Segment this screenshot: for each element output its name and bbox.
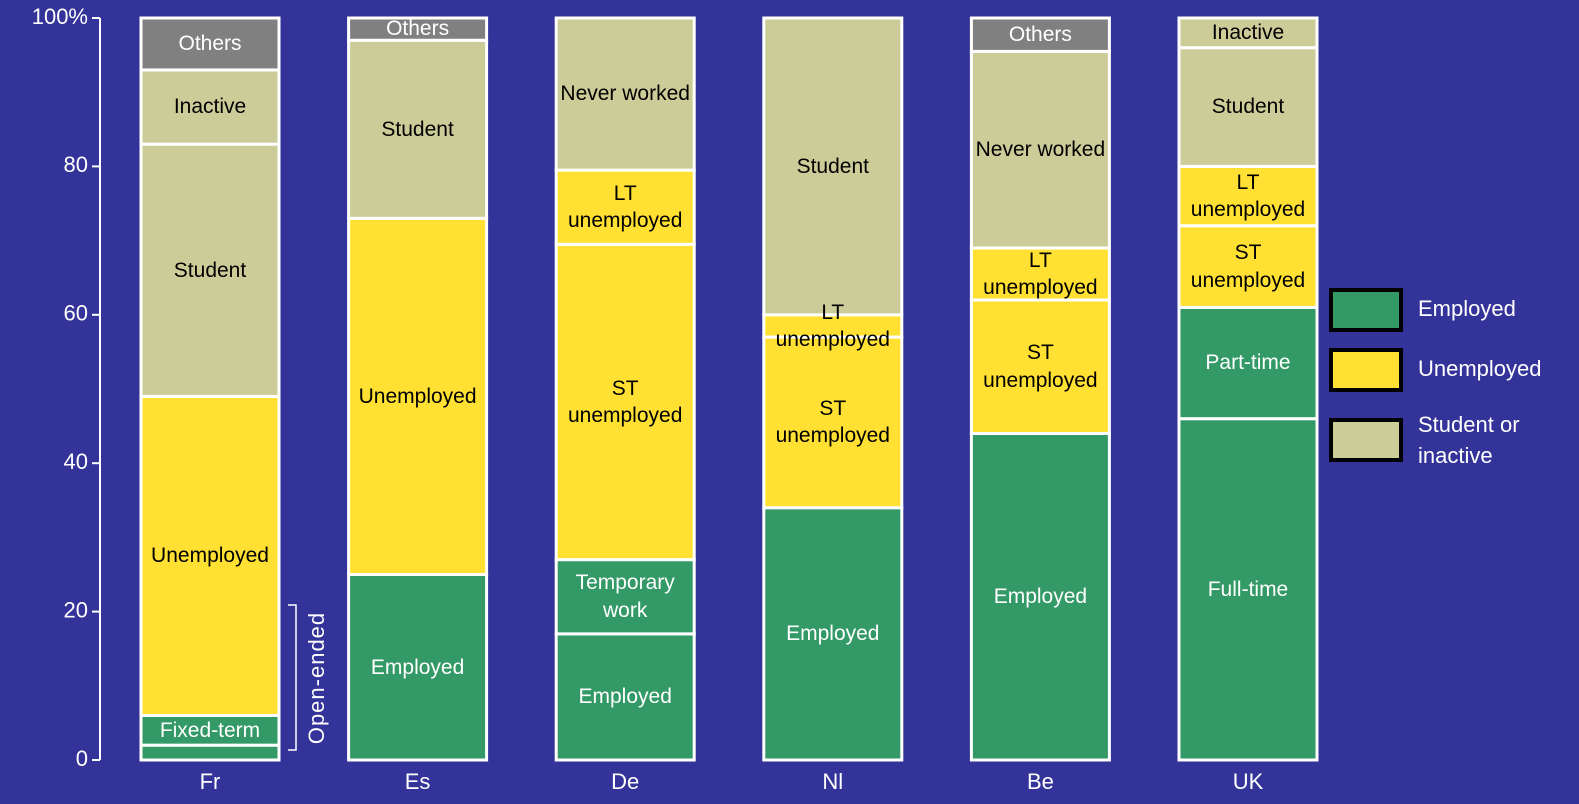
segment-label: Others [178, 32, 242, 56]
legend-label: Employed [1418, 296, 1516, 321]
bar-segment [139, 394, 281, 717]
bar-segment [347, 38, 489, 220]
y-tick-label: 60 [64, 301, 88, 326]
segment-label: Employed [370, 655, 465, 679]
x-tick-label: Be [1027, 769, 1054, 794]
bar-segment [139, 16, 281, 72]
y-tick-label: 0 [76, 746, 88, 771]
segment-label: Others [1008, 23, 1072, 47]
segment-label: Never worked [975, 138, 1106, 162]
segment-label: Inactive [1211, 21, 1285, 45]
legend-swatch [1329, 348, 1403, 392]
x-tick-label: UK [1233, 769, 1264, 794]
x-tick-label: Es [405, 769, 431, 794]
x-tick-label: De [611, 769, 639, 794]
bar-segment [969, 246, 1111, 302]
bar-segment [347, 216, 489, 576]
bar-segment [1177, 46, 1319, 168]
segment-label: Part-time [1205, 351, 1291, 375]
bar-segment [969, 49, 1111, 250]
segment-label: ST unemployed [775, 397, 890, 448]
bar-segment [139, 68, 281, 146]
y-tick-label: 20 [64, 597, 88, 622]
bar-segment [969, 298, 1111, 436]
bar-segment [1177, 16, 1319, 50]
y-tick-label: 100% [32, 4, 88, 29]
bar-segment [554, 168, 696, 246]
segment-label: Inactive [173, 95, 247, 119]
segment-label: Student [173, 258, 247, 282]
x-tick-label: Fr [200, 769, 221, 794]
bar-segment [139, 713, 281, 747]
segment-label: Unemployed [151, 544, 269, 568]
segment-label: Student [796, 154, 869, 178]
bar-segment [554, 242, 696, 562]
segment-label: ST unemployed [983, 341, 1098, 392]
segment-label: Student [381, 117, 454, 141]
bar-segment [554, 632, 696, 762]
segment-label: Employed [993, 585, 1088, 609]
segment-label: Full-time [1207, 577, 1289, 601]
segment-label: LT unemployed [1190, 170, 1306, 222]
y-tick-label: 80 [64, 152, 88, 177]
bar-segment [762, 335, 904, 510]
segment-label: ST unemployed [1190, 241, 1306, 292]
segment-label: LT unemployed [567, 181, 683, 233]
legend-swatch [1329, 288, 1403, 332]
bar-segment [762, 16, 904, 317]
segment-label: Others [386, 17, 450, 41]
bar-segment [1177, 417, 1319, 762]
segment-label: Temporary work [575, 571, 675, 622]
segment-label: ST unemployed [567, 376, 683, 427]
x-tick-label: Nl [822, 769, 843, 794]
legend-label: Student or inactive [1418, 412, 1520, 468]
segment-label: Fixed-term [159, 718, 261, 742]
segment-label: Student [1211, 95, 1285, 119]
segment-label: Unemployed [358, 384, 477, 408]
bar-segment [1177, 224, 1319, 309]
bar-segment [139, 743, 281, 762]
y-tick-label: 40 [64, 449, 88, 474]
bar-segment [969, 432, 1111, 762]
segment-label: Never worked [560, 82, 690, 106]
bar-segment [347, 16, 489, 42]
segment-label: Employed [786, 622, 880, 646]
bar-segment [969, 16, 1111, 53]
bar-segment [347, 573, 489, 762]
legend-label: Unemployed [1418, 356, 1542, 381]
legend-swatch [1329, 418, 1403, 462]
segment-label: LT unemployed [983, 248, 1098, 299]
bar-segment [1177, 305, 1319, 421]
segment-label: LT unemployed [764, 301, 902, 351]
annotation-bracket [288, 604, 297, 751]
annotation: Open-ended [304, 612, 329, 744]
segment-label: Employed [578, 685, 672, 709]
bar-segment [554, 16, 696, 172]
